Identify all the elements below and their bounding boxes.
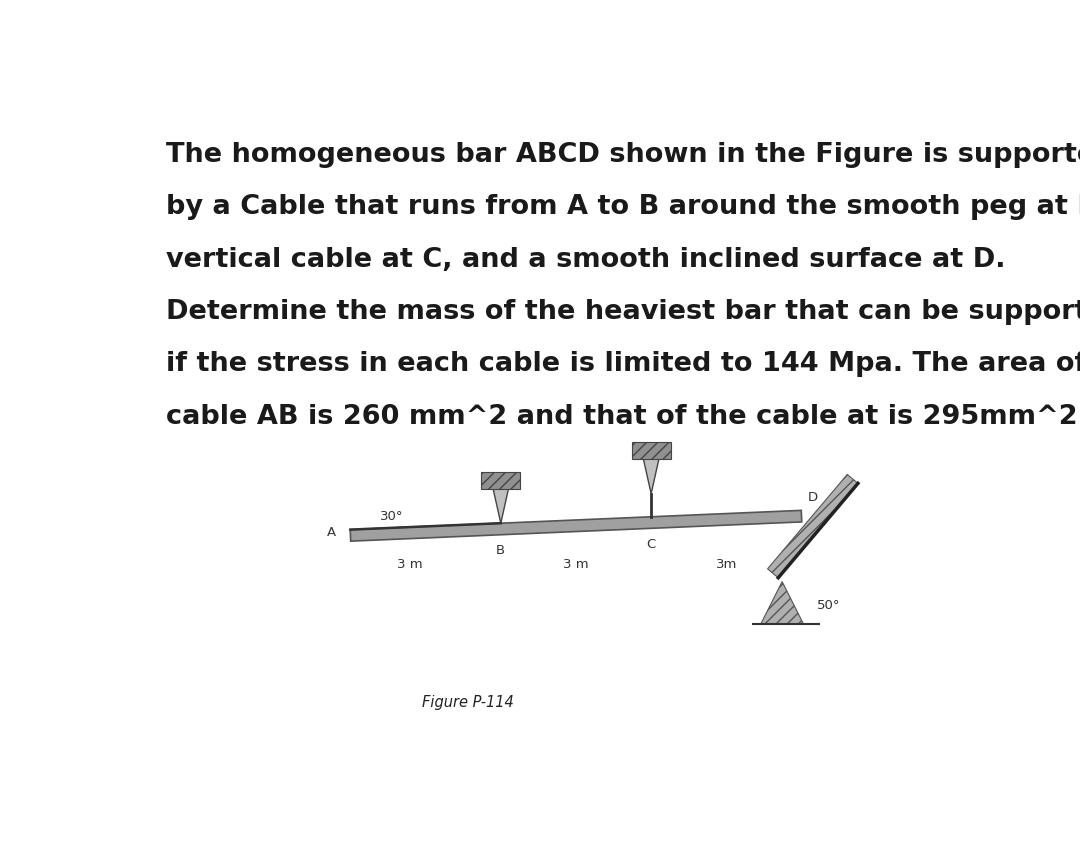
Text: 3 m: 3 m xyxy=(397,558,423,571)
Text: Figure P-114: Figure P-114 xyxy=(422,694,514,710)
Text: Determine the mass of the heaviest bar that can be supported: Determine the mass of the heaviest bar t… xyxy=(166,299,1080,325)
Polygon shape xyxy=(768,475,858,577)
Text: 3 m: 3 m xyxy=(563,558,589,571)
Text: 50°: 50° xyxy=(816,599,840,612)
Text: A: A xyxy=(327,526,337,539)
Text: The homogeneous bar ABCD shown in the Figure is supported -: The homogeneous bar ABCD shown in the Fi… xyxy=(166,142,1080,168)
Text: 3m: 3m xyxy=(716,558,737,571)
Text: cable AB is 260 mm^2 and that of the cable at is 295mm^2 ?: cable AB is 260 mm^2 and that of the cab… xyxy=(166,404,1080,430)
Polygon shape xyxy=(350,510,801,541)
Polygon shape xyxy=(644,459,659,493)
Text: C: C xyxy=(647,537,656,550)
Text: by a Cable that runs from A to B around the smooth peg at E, a: by a Cable that runs from A to B around … xyxy=(166,194,1080,220)
Polygon shape xyxy=(760,582,804,624)
Text: B: B xyxy=(496,544,505,557)
Bar xyxy=(632,442,671,459)
Text: 30°: 30° xyxy=(380,509,404,523)
Text: if the stress in each cable is limited to 144 Mpa. The area of the: if the stress in each cable is limited t… xyxy=(166,351,1080,377)
Bar xyxy=(482,471,521,488)
Polygon shape xyxy=(494,488,509,523)
Text: D: D xyxy=(808,492,818,504)
Text: vertical cable at C, and a smooth inclined surface at D.: vertical cable at C, and a smooth inclin… xyxy=(166,247,1005,273)
